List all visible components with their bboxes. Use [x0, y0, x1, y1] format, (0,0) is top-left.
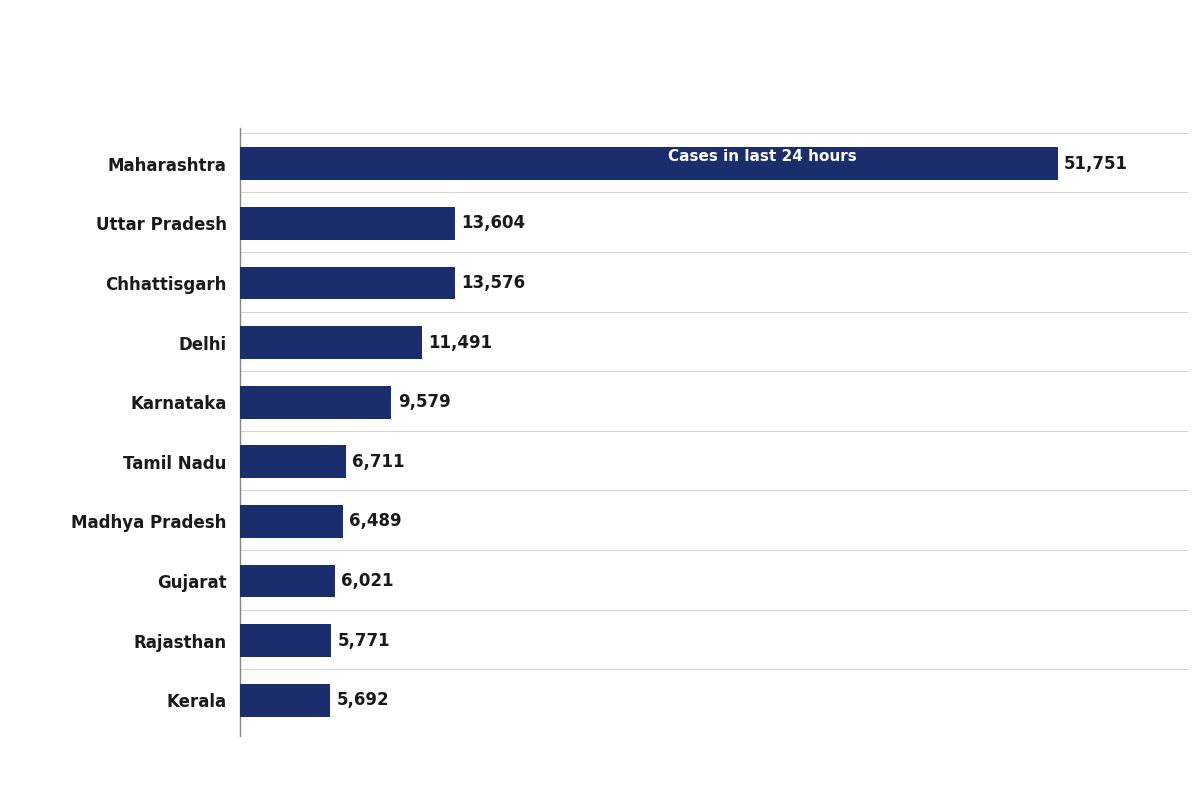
Text: 9,579: 9,579: [397, 393, 450, 411]
Text: Cases in last 24 hours: Cases in last 24 hours: [667, 150, 857, 164]
Text: 6,711: 6,711: [353, 453, 404, 471]
Bar: [240, 446, 346, 478]
Bar: [240, 505, 342, 538]
Text: 13,576: 13,576: [461, 274, 524, 292]
Text: 51,751: 51,751: [1064, 154, 1128, 173]
Text: 81% of new cases reported in 10 States: 81% of new cases reported in 10 States: [133, 35, 1067, 77]
Bar: [240, 684, 330, 717]
Bar: [240, 565, 335, 598]
Bar: [240, 326, 421, 359]
Text: 13,604: 13,604: [461, 214, 526, 232]
Bar: [240, 386, 391, 418]
Bar: [240, 207, 455, 240]
Text: 5,692: 5,692: [336, 691, 389, 710]
Bar: [240, 147, 1057, 180]
Text: 6,489: 6,489: [349, 513, 402, 530]
Text: 11,491: 11,491: [428, 334, 492, 351]
Bar: [240, 266, 455, 299]
Text: 6,021: 6,021: [342, 572, 394, 590]
Bar: [240, 624, 331, 657]
Text: 5,771: 5,771: [337, 632, 390, 650]
